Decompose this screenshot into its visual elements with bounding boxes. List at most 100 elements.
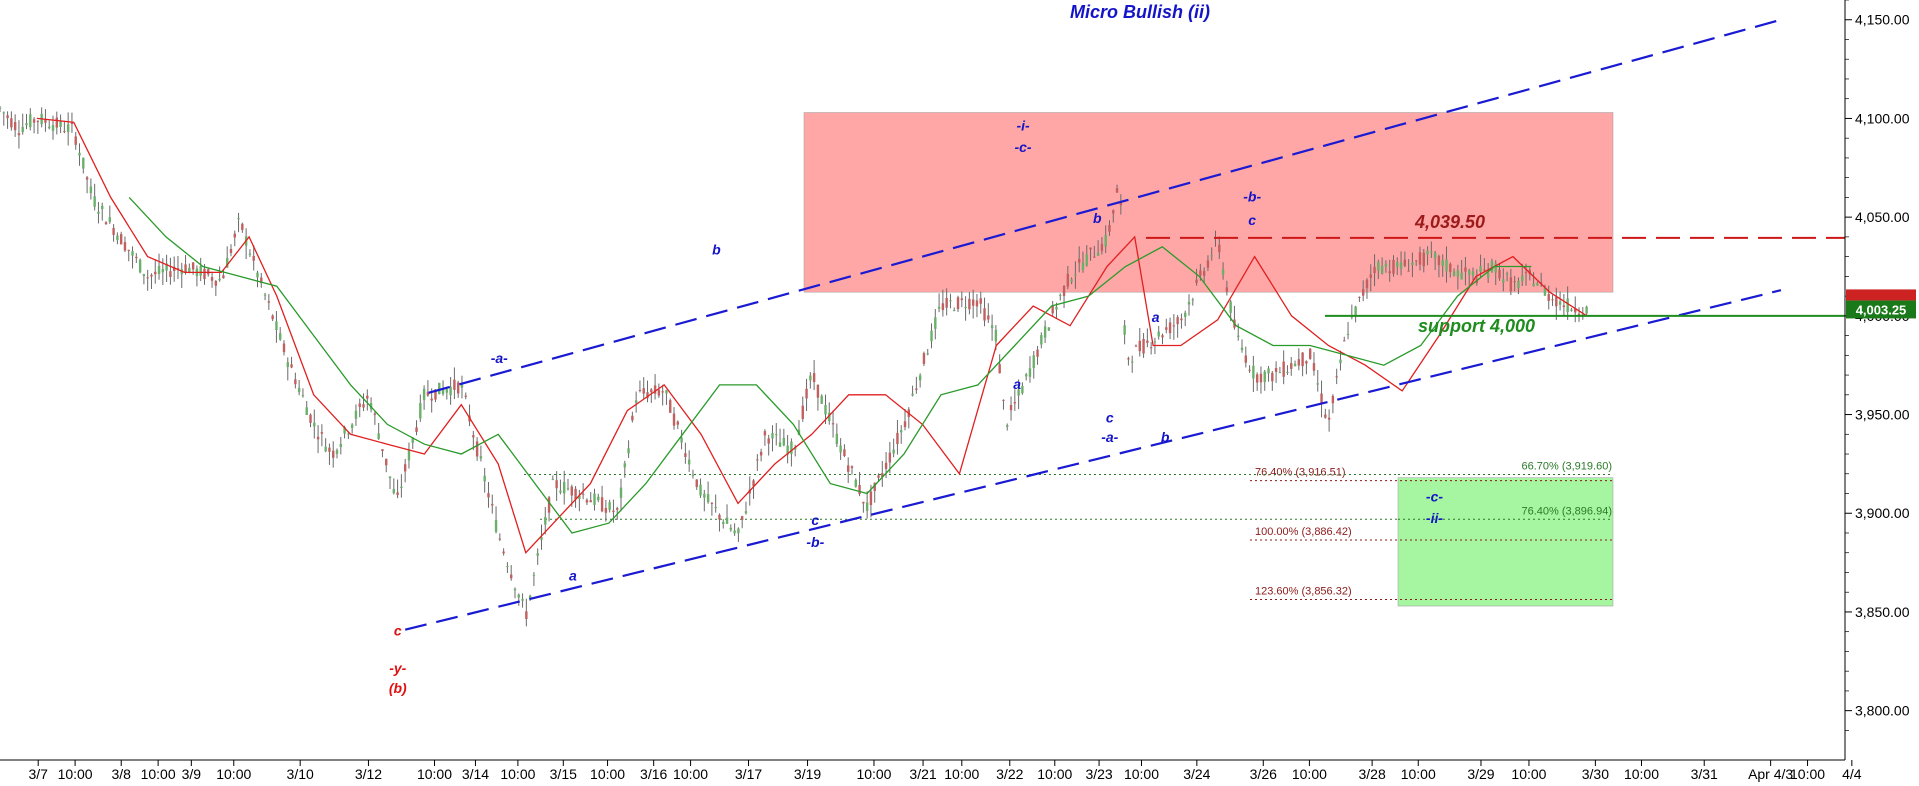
- wave-label-14: -a-: [1101, 429, 1118, 445]
- candle-body: [1138, 340, 1141, 352]
- last-price-text: 4,003.25: [1856, 302, 1907, 317]
- candle-body: [801, 405, 804, 419]
- candle-body: [358, 403, 361, 407]
- candle-body: [396, 492, 399, 496]
- candle-body: [1464, 267, 1467, 272]
- candle-body: [1259, 373, 1263, 383]
- candle-body: [1513, 281, 1516, 283]
- candle-body: [884, 462, 888, 469]
- candle-body: [824, 404, 827, 415]
- candle-body: [1134, 345, 1138, 347]
- candle-body: [718, 514, 721, 520]
- candle-body: [101, 205, 104, 210]
- candle-body: [123, 242, 127, 251]
- candle-body: [1237, 335, 1240, 337]
- candle-body: [324, 446, 327, 452]
- candle-body: [1577, 313, 1581, 316]
- wave-labels-layer: c -y- (b) -a-a b c -b- -i- -c-a b a c -a-b -b-c -c- -ii…: [389, 117, 1444, 696]
- last-price-box-red: [1846, 289, 1916, 301]
- candle-body: [1066, 273, 1070, 287]
- candle-body: [199, 266, 202, 276]
- candle-body: [877, 475, 880, 478]
- candle-body: [460, 383, 464, 388]
- candle-body: [6, 115, 9, 119]
- y-axis: 4,150.004,100.004,050.004,000.003,950.00…: [1844, 0, 1910, 760]
- candle-body: [10, 118, 13, 128]
- candle-body: [1384, 263, 1388, 267]
- candle-body: [585, 499, 589, 503]
- candle-body: [263, 294, 267, 296]
- candle-body: [0, 107, 2, 109]
- candle-body: [1570, 309, 1573, 311]
- candle-body: [116, 235, 119, 241]
- wave-label-0: c: [394, 623, 402, 639]
- candle-body: [494, 520, 498, 532]
- candle-body: [1119, 202, 1123, 206]
- candle-body: [172, 266, 176, 271]
- candle-body: [207, 269, 210, 275]
- candle-body: [63, 130, 66, 132]
- candle-body: [672, 413, 676, 426]
- candle-body: [1074, 274, 1077, 276]
- x-tick-label-29: 3/29: [1467, 766, 1494, 782]
- candle-body: [987, 315, 990, 320]
- candle-body: [233, 233, 236, 238]
- candle-body: [710, 502, 714, 504]
- wave-label-11: b: [1093, 210, 1102, 226]
- candle-body: [900, 430, 903, 433]
- candle-body: [1089, 247, 1092, 250]
- candle-body: [1153, 341, 1157, 343]
- candle-body: [85, 177, 89, 180]
- moving-averages-layer: [36, 117, 1588, 554]
- candle-body: [638, 390, 642, 392]
- candle-body: [1301, 352, 1304, 367]
- candle-body: [1043, 326, 1047, 338]
- candle-body: [51, 124, 55, 131]
- candle-body: [589, 500, 592, 503]
- candle-body: [1100, 243, 1104, 251]
- x-tick-label-11: 3/15: [550, 766, 577, 782]
- candle-body: [873, 482, 876, 491]
- target-zone: [1397, 477, 1614, 607]
- candle-body: [1498, 269, 1501, 279]
- fib-layer: 76.40% (3,916.51) 100.00% (3,886.42) 123.6…: [524, 461, 1613, 600]
- candle-body: [934, 317, 937, 329]
- candle-body: [335, 450, 339, 454]
- candle-body: [722, 521, 725, 524]
- y-tick-label-1: 4,100.00: [1855, 110, 1910, 126]
- candle-body: [1532, 283, 1535, 287]
- candle-body: [21, 126, 24, 133]
- candle-body: [237, 218, 240, 220]
- candle-body: [949, 300, 952, 302]
- y-tick-label-0: 4,150.00: [1855, 12, 1910, 28]
- candle-body: [1142, 338, 1145, 354]
- wave-label-17: c: [1248, 212, 1256, 228]
- candle-body: [888, 452, 892, 463]
- candle-body: [737, 528, 740, 534]
- candle-body: [563, 482, 566, 494]
- candle-body: [1316, 383, 1319, 385]
- wave-label-6: c: [811, 512, 819, 528]
- candle-body: [869, 491, 873, 506]
- candle-body: [551, 479, 555, 481]
- levels-layer: [1146, 236, 1845, 317]
- candle-body: [703, 493, 706, 498]
- candle-body: [608, 502, 611, 510]
- candle-body: [1312, 363, 1316, 371]
- candle-body: [1225, 287, 1229, 292]
- candle-body: [1255, 374, 1259, 383]
- candle-body: [990, 325, 994, 329]
- candle-body: [665, 390, 668, 394]
- x-tick-label-25: 3/26: [1250, 766, 1277, 782]
- candle-body: [275, 321, 278, 331]
- candle-body: [1555, 296, 1558, 307]
- x-tick-label-20: 3/22: [996, 766, 1023, 782]
- candle-body: [865, 502, 869, 511]
- candle-body: [528, 595, 532, 600]
- candle-body: [998, 364, 1001, 374]
- candle-body: [1081, 262, 1085, 271]
- candle-body: [915, 388, 918, 390]
- x-tick-label-21: 10:00: [1037, 766, 1072, 782]
- candle-body: [146, 277, 149, 279]
- candle-body: [945, 297, 948, 308]
